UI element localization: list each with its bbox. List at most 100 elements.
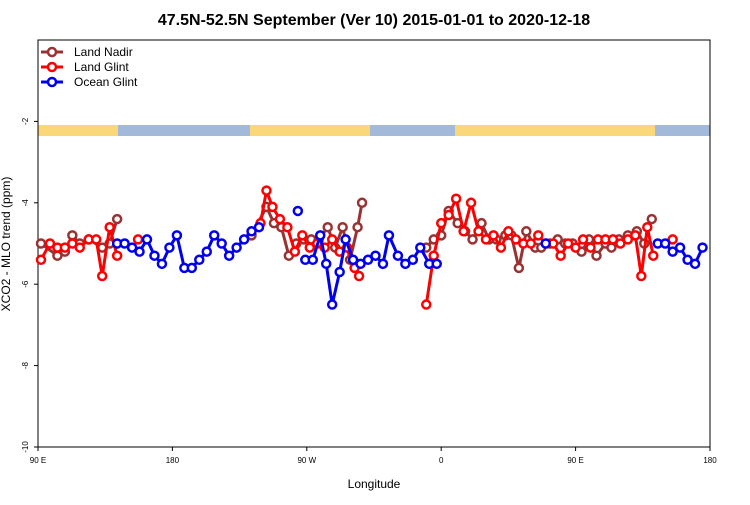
point bbox=[246, 226, 257, 237]
y-tick-label: -2 bbox=[21, 117, 30, 125]
point bbox=[510, 234, 522, 245]
point bbox=[111, 250, 123, 261]
point bbox=[44, 238, 56, 249]
point bbox=[104, 221, 115, 233]
point bbox=[132, 234, 144, 245]
x-tick-label: 90 W bbox=[297, 456, 316, 465]
point bbox=[400, 258, 411, 270]
point bbox=[480, 234, 492, 245]
x-tick-label: 180 bbox=[703, 456, 717, 465]
point bbox=[476, 217, 487, 229]
point bbox=[314, 230, 326, 241]
x-tick-label: 0 bbox=[439, 456, 444, 465]
point bbox=[577, 234, 589, 245]
point bbox=[674, 242, 686, 253]
point bbox=[74, 242, 86, 253]
point bbox=[304, 242, 316, 253]
legend-label: Land Glint bbox=[74, 60, 129, 74]
point bbox=[377, 258, 389, 270]
legend-marker bbox=[46, 76, 58, 88]
point bbox=[297, 230, 308, 241]
point bbox=[383, 230, 395, 241]
y-axis-label: XCO2 - MLO trend (ppm) bbox=[0, 177, 13, 312]
point bbox=[340, 234, 351, 245]
x-tick-label: 90 E bbox=[30, 456, 46, 465]
point bbox=[682, 254, 693, 266]
point bbox=[362, 254, 374, 266]
point bbox=[353, 270, 365, 282]
point bbox=[421, 299, 432, 310]
x-tick-label: 180 bbox=[166, 456, 180, 465]
point bbox=[164, 242, 175, 253]
point bbox=[67, 230, 78, 241]
point bbox=[585, 242, 596, 253]
point bbox=[431, 258, 442, 270]
chart-title: 47.5N-52.5N September (Ver 10) 2015-01-0… bbox=[158, 12, 590, 29]
point bbox=[521, 226, 532, 237]
y-tick-label: -6 bbox=[21, 280, 30, 288]
x-tick-label: 90 E bbox=[567, 456, 583, 465]
point bbox=[648, 250, 659, 261]
point bbox=[149, 250, 160, 261]
point bbox=[630, 230, 641, 241]
point bbox=[555, 250, 566, 261]
point bbox=[495, 242, 507, 253]
point bbox=[415, 242, 426, 253]
point bbox=[141, 234, 153, 245]
point bbox=[667, 234, 678, 245]
point bbox=[223, 250, 235, 261]
point bbox=[156, 258, 168, 270]
point bbox=[392, 250, 404, 261]
point bbox=[134, 246, 145, 257]
point bbox=[467, 234, 478, 245]
point bbox=[488, 230, 499, 241]
point bbox=[356, 197, 368, 209]
point bbox=[407, 254, 419, 266]
point bbox=[67, 238, 78, 249]
point bbox=[607, 234, 619, 245]
point bbox=[562, 238, 574, 249]
point bbox=[253, 221, 265, 233]
legend-label: Land Nadir bbox=[74, 45, 133, 59]
point bbox=[274, 213, 286, 225]
point bbox=[570, 242, 581, 253]
point bbox=[347, 254, 359, 266]
point bbox=[96, 270, 108, 282]
point bbox=[208, 230, 220, 241]
point bbox=[238, 234, 250, 245]
point bbox=[591, 250, 602, 261]
y-tick-label: -8 bbox=[21, 361, 30, 369]
point bbox=[458, 226, 469, 237]
point bbox=[435, 217, 447, 229]
point bbox=[90, 234, 102, 245]
point bbox=[326, 299, 338, 310]
point bbox=[525, 238, 537, 249]
point bbox=[171, 230, 183, 241]
surface-strip bbox=[38, 125, 710, 136]
point bbox=[322, 221, 333, 233]
point bbox=[216, 238, 227, 249]
point bbox=[111, 213, 123, 225]
x-axis-label: Longitude bbox=[348, 477, 401, 491]
point bbox=[59, 242, 71, 253]
point bbox=[201, 246, 212, 257]
point bbox=[261, 185, 272, 196]
point bbox=[473, 226, 484, 237]
point bbox=[659, 238, 671, 249]
legend-label: Ocean Glint bbox=[74, 75, 138, 89]
legend-marker bbox=[46, 61, 58, 73]
point bbox=[642, 221, 653, 233]
point bbox=[606, 242, 617, 253]
point bbox=[186, 262, 198, 274]
point bbox=[689, 258, 701, 270]
point bbox=[697, 242, 708, 253]
point bbox=[465, 197, 477, 209]
point bbox=[636, 270, 647, 282]
point bbox=[352, 221, 363, 233]
point bbox=[615, 238, 626, 249]
y-tick-label: -4 bbox=[21, 199, 30, 207]
point bbox=[231, 242, 242, 253]
point bbox=[35, 254, 47, 266]
point bbox=[334, 266, 345, 278]
